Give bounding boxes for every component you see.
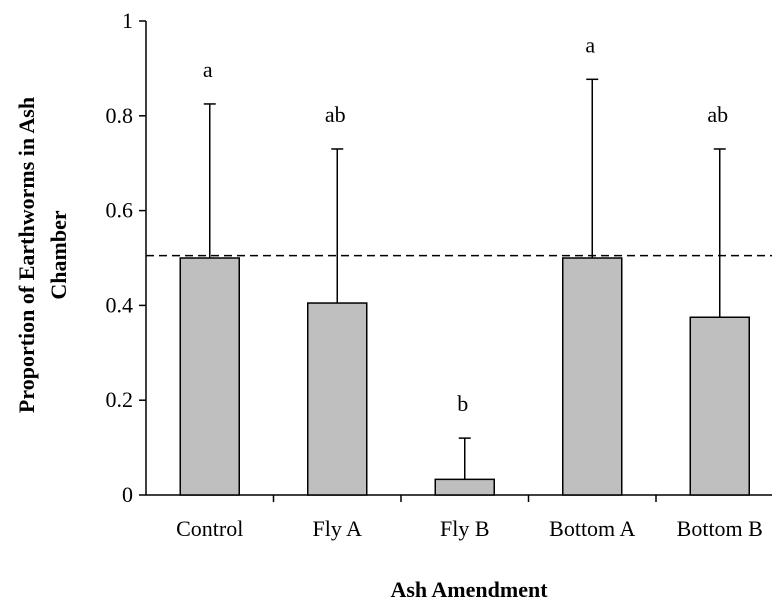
- x-tick-label: Bottom A: [549, 516, 635, 541]
- bar: [562, 257, 623, 496]
- plot-area: 0 0.2 0.4 0.6 0.8 1 a Control ab Fly A b Fly B a Bott…: [106, 8, 772, 541]
- y-tick-label: 0.6: [106, 198, 134, 223]
- y-tick-label: 1: [122, 8, 133, 33]
- bar: [179, 257, 240, 496]
- y-axis-title-line-1: Proportion of Earthworms in Ash: [14, 97, 39, 413]
- significance-letter: ab: [707, 102, 728, 127]
- significance-letter: b: [457, 391, 468, 416]
- y-axis-title-line-2: Chamber: [46, 210, 71, 299]
- y-tick-label: 0.2: [106, 387, 134, 412]
- x-tick-label: Control: [176, 516, 243, 541]
- x-axis-title: Ash Amendment: [390, 577, 548, 602]
- bar: [307, 302, 368, 496]
- bar: [434, 478, 495, 496]
- significance-letter: ab: [325, 102, 346, 127]
- y-tick-label: 0.8: [106, 103, 134, 128]
- y-tick-label: 0.4: [106, 292, 134, 317]
- y-tick-label: 0: [122, 482, 133, 507]
- x-tick-label: Fly B: [440, 516, 490, 541]
- x-tick-label: Fly A: [312, 516, 362, 541]
- significance-letter: a: [203, 57, 213, 82]
- bar: [689, 316, 750, 496]
- y-axis-title: Proportion of Earthworms in Ash Chamber: [14, 97, 71, 413]
- x-tick-label: Bottom B: [677, 516, 763, 541]
- significance-letter: a: [585, 32, 595, 57]
